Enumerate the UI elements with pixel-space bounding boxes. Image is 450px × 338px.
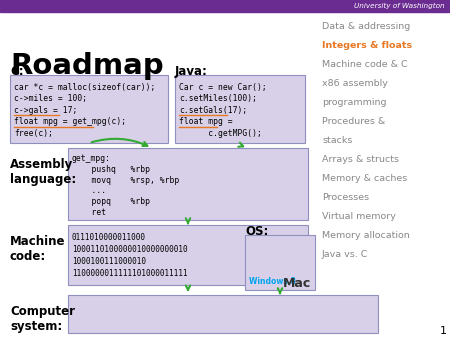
- Text: 1000100111000010: 1000100111000010: [72, 257, 146, 266]
- Text: 0111010000011000: 0111010000011000: [72, 233, 146, 242]
- Text: float mpg = get_mpg(c);: float mpg = get_mpg(c);: [14, 118, 126, 126]
- Text: Windows 8: Windows 8: [249, 277, 296, 286]
- Text: Java:: Java:: [175, 65, 208, 78]
- Text: 1000110100000010000000010: 1000110100000010000000010: [72, 245, 188, 254]
- Text: Assembly
language:: Assembly language:: [10, 158, 76, 186]
- Text: stacks: stacks: [322, 136, 352, 145]
- Text: Memory allocation: Memory allocation: [322, 231, 410, 240]
- Text: c.setMiles(100);: c.setMiles(100);: [179, 95, 257, 103]
- Text: c->gals = 17;: c->gals = 17;: [14, 106, 77, 115]
- Text: Integers & floats: Integers & floats: [322, 41, 412, 50]
- Text: c.getMPG();: c.getMPG();: [179, 129, 262, 138]
- Text: OS:: OS:: [245, 225, 268, 238]
- FancyBboxPatch shape: [68, 225, 308, 285]
- Text: get_mpg:: get_mpg:: [72, 154, 111, 163]
- Text: Computer
system:: Computer system:: [10, 305, 75, 333]
- Text: float mpg =: float mpg =: [179, 118, 233, 126]
- Text: movq    %rsp, %rbp: movq %rsp, %rbp: [72, 176, 179, 185]
- Text: Procedures &: Procedures &: [322, 117, 385, 126]
- Text: pushq   %rbp: pushq %rbp: [72, 165, 150, 174]
- Text: x86 assembly: x86 assembly: [322, 79, 388, 88]
- Text: 1: 1: [440, 326, 447, 336]
- Text: Mac: Mac: [283, 277, 311, 290]
- Text: Virtual memory: Virtual memory: [322, 212, 396, 221]
- Text: Car c = new Car();: Car c = new Car();: [179, 83, 267, 92]
- FancyBboxPatch shape: [68, 295, 378, 333]
- Text: programming: programming: [322, 98, 387, 107]
- Text: ...: ...: [72, 186, 106, 195]
- Text: car *c = malloc(sizeof(car));: car *c = malloc(sizeof(car));: [14, 83, 155, 92]
- Bar: [0, 0, 450, 12]
- FancyBboxPatch shape: [10, 75, 168, 143]
- Text: Data & addressing: Data & addressing: [322, 22, 410, 31]
- Text: Machine code & C: Machine code & C: [322, 60, 408, 69]
- Text: Processes: Processes: [322, 193, 369, 202]
- FancyBboxPatch shape: [175, 75, 305, 143]
- Text: Memory & caches: Memory & caches: [322, 174, 407, 183]
- Text: popq    %rbp: popq %rbp: [72, 197, 150, 206]
- Text: C:: C:: [10, 65, 23, 78]
- FancyBboxPatch shape: [245, 235, 315, 290]
- Text: Roadmap: Roadmap: [10, 52, 164, 80]
- Text: Java vs. C: Java vs. C: [322, 250, 369, 259]
- Text: ret: ret: [72, 208, 106, 217]
- Text: University of Washington: University of Washington: [355, 3, 445, 9]
- Text: c.setGals(17);: c.setGals(17);: [179, 106, 247, 115]
- Text: free(c);: free(c);: [14, 129, 53, 138]
- Text: Arrays & structs: Arrays & structs: [322, 155, 399, 164]
- Text: c->miles = 100;: c->miles = 100;: [14, 95, 87, 103]
- Text: 1100000011111101000011111: 1100000011111101000011111: [72, 269, 188, 278]
- FancyBboxPatch shape: [68, 148, 308, 220]
- Text: Machine
code:: Machine code:: [10, 235, 66, 263]
